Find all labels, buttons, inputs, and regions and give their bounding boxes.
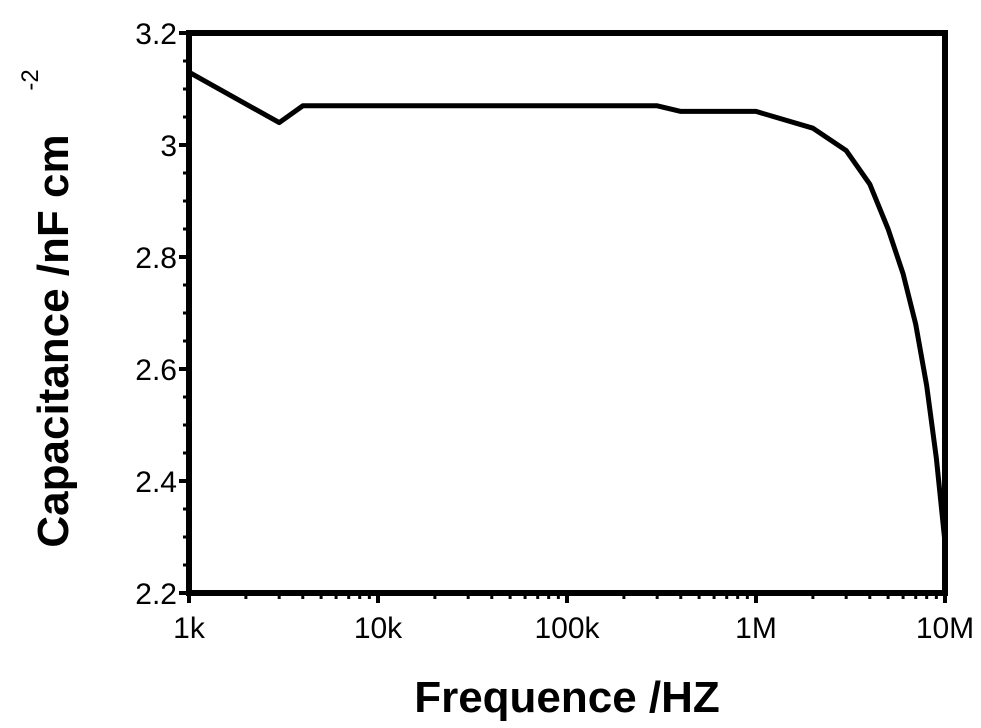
plot-frame	[186, 30, 948, 596]
y-axis-title-superscript: -2	[17, 69, 44, 90]
y-tick-label: 3.2	[135, 18, 177, 51]
x-axis-title: Frequence /HZ	[414, 673, 720, 722]
y-tick-label: 2.6	[135, 354, 177, 387]
y-tick-label: 3	[160, 130, 177, 163]
x-tick-label: 1M	[735, 612, 777, 645]
y-axis-title: Capacitance /nF cm	[29, 134, 78, 547]
y-axis-title-group: Capacitance /nF cm -2	[17, 69, 78, 547]
y-tick-label: 2.8	[135, 242, 177, 275]
x-axis-ticks: 1k 10k 100k 1M 10M	[173, 593, 974, 645]
y-axis-ticks: 2.2 2.4 2.6 2.8 3 3.2	[135, 18, 189, 611]
x-minor-ticks	[244, 593, 938, 599]
x-tick-label: 10M	[916, 612, 974, 645]
x-tick-label: 100k	[534, 612, 600, 645]
x-tick-label: 10k	[354, 612, 403, 645]
series-line	[186, 69, 948, 546]
x-tick-label: 1k	[173, 612, 206, 645]
y-tick-label: 2.2	[135, 578, 177, 611]
y-tick-label: 2.4	[135, 466, 177, 499]
